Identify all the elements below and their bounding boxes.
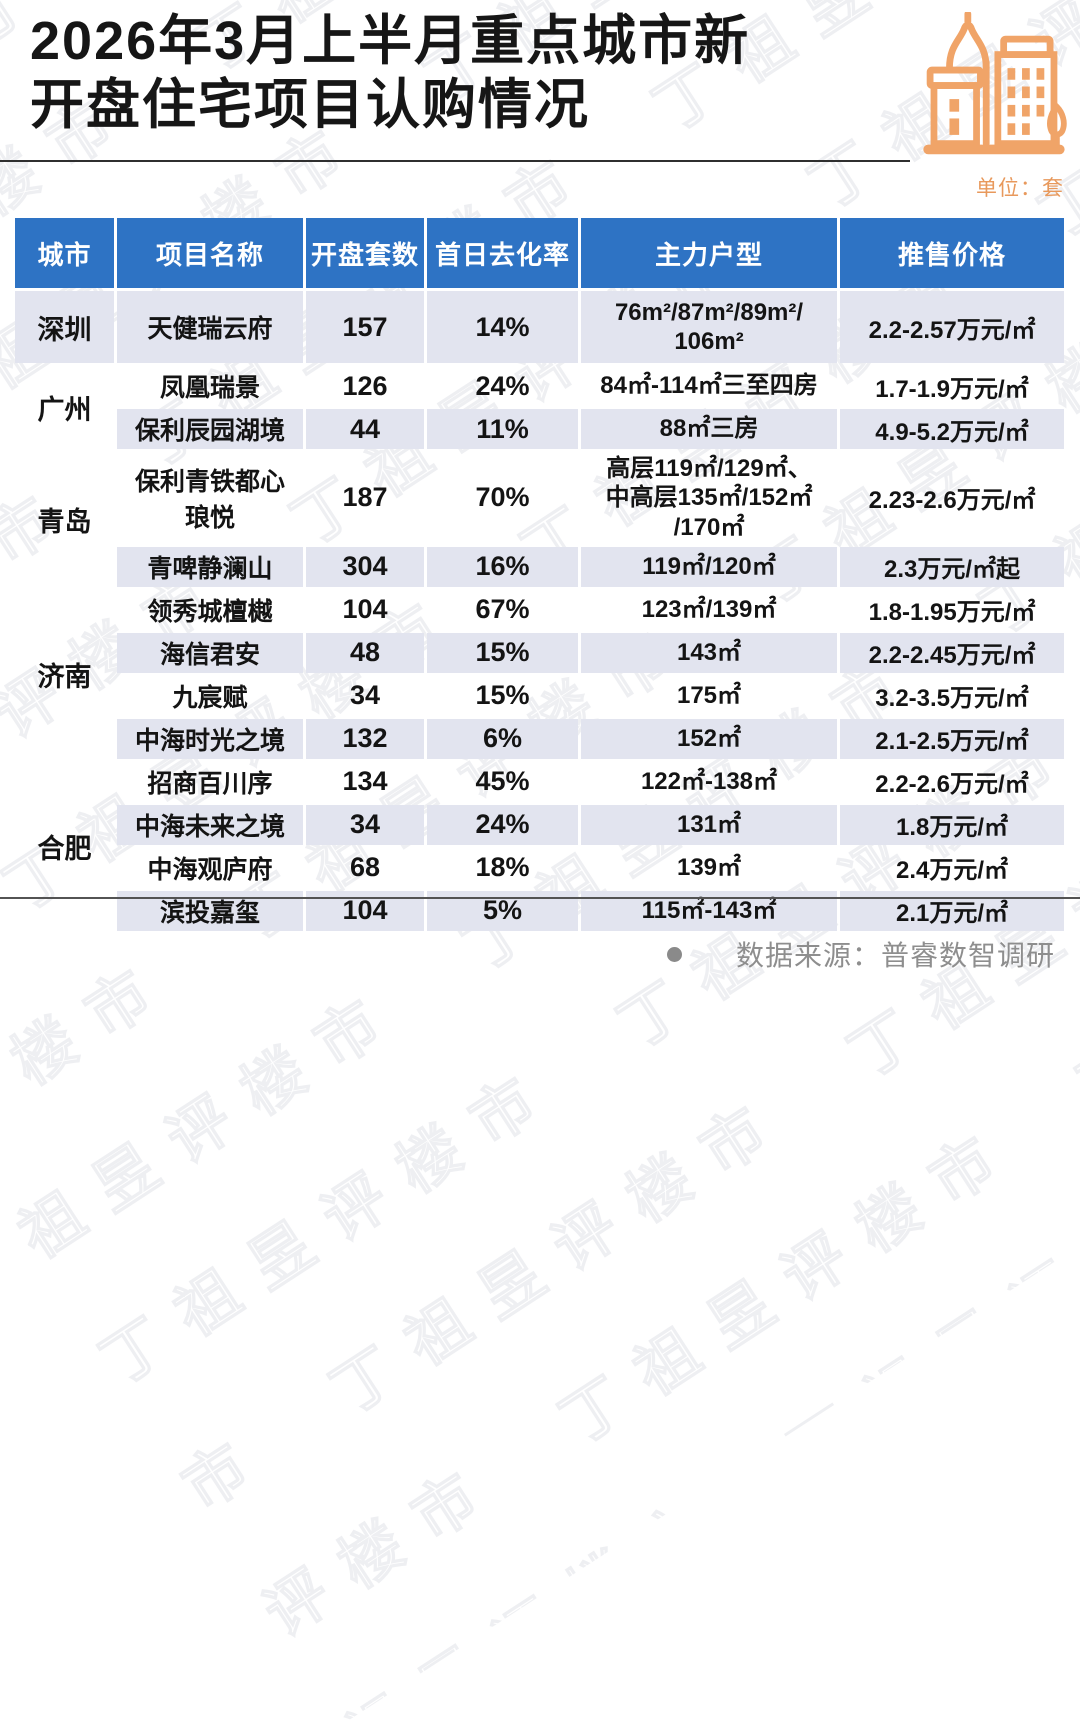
price-cell: 4.9-5.2万元/㎡ <box>840 409 1064 449</box>
units-cell: 126 <box>342 370 388 401</box>
type-cell: 88㎡三房 <box>581 409 837 449</box>
price-cell: 1.8-1.95万元/㎡ <box>868 599 1036 627</box>
units-cell: 34 <box>349 680 381 711</box>
rate-cell: 16% <box>427 546 578 587</box>
units-cell: 132 <box>306 718 424 759</box>
table-row: 中海未来之境 34 24% 131㎡ 1.8万元/㎡ <box>15 804 1064 845</box>
rate-cell: 14% <box>427 291 578 363</box>
price-cell: 2.1-2.5万元/㎡ <box>840 718 1064 759</box>
rate-cell: 67% <box>475 594 530 625</box>
table-header-row: 城市 项目名称 开盘套数 首日去化率 主力户型 推售价格 <box>15 218 1064 288</box>
column-header-0: 城市 <box>15 218 114 288</box>
buildings-icon <box>918 10 1068 162</box>
project-cell: 中海观庐府 <box>147 855 273 884</box>
table-row: 济南 领秀城檀樾 104 67% 123㎡/139㎡ 1.8-1.95万元/㎡ <box>15 590 1064 692</box>
price-cell: 2.23-2.6万元/㎡ <box>868 487 1036 515</box>
units-cell: 134 <box>342 766 388 797</box>
footer-divider <box>0 897 1080 899</box>
table-row: 九宸赋 34 15% 175㎡ 3.2-3.5万元/㎡ <box>15 676 1064 716</box>
type-cell: 76m²/87m²/89m²/106m² <box>581 291 837 363</box>
rate-cell: 70% <box>475 482 530 513</box>
project-cell: 青啤静澜山 <box>117 546 303 587</box>
rate-cell: 18% <box>475 852 530 883</box>
type-cell: 119㎡/120㎡ <box>581 546 837 587</box>
table-row: 广州 凤凰瑞景 126 24% 84㎡-114㎡三至四房 1.7-1.9万元/㎡ <box>15 366 1064 426</box>
page-title-line1: 2026年3月上半月重点城市新 <box>30 11 751 71</box>
table-row: 中海观庐府 68 18% 139㎡ 2.4万元/㎡ <box>15 848 1064 888</box>
rate-cell: 11% <box>427 409 578 449</box>
type-cell: 131㎡ <box>581 804 837 845</box>
data-source-label: 数据来源：普睿数智调研 <box>735 940 1055 971</box>
rate-cell: 15% <box>475 680 530 711</box>
column-header-5: 推售价格 <box>840 218 1064 288</box>
city-cell: 青岛 <box>37 506 92 537</box>
price-cell: 1.7-1.9万元/㎡ <box>875 375 1029 403</box>
units-cell: 104 <box>342 594 388 625</box>
table-row: 青啤静澜山 304 16% 119㎡/120㎡ 2.3万元/㎡起 <box>15 546 1064 587</box>
price-cell: 3.2-3.5万元/㎡ <box>875 685 1029 713</box>
project-cell: 领秀城檀樾 <box>147 597 273 626</box>
unit-label: 单位：套 <box>976 177 1064 200</box>
type-cell: 123㎡/139㎡ <box>641 596 777 624</box>
city-cell: 深圳 <box>15 291 114 363</box>
units-cell: 68 <box>349 852 381 883</box>
project-cell: 海信君安 <box>117 632 303 673</box>
column-header-2: 开盘套数 <box>306 218 424 288</box>
table-body: 深圳 天健瑞云府 157 14% 76m²/87m²/89m²/106m² 2.2-2.5… <box>15 291 1064 931</box>
type-cell: 高层119㎡/129㎡、 中高层135㎡/152㎡/170㎡ <box>605 455 813 541</box>
project-cell: 九宸赋 <box>172 683 248 712</box>
rate-cell: 6% <box>427 718 578 759</box>
type-cell: 84㎡-114㎡三至四房 <box>600 372 818 400</box>
table-row: 合肥 招商百川序 134 45% 122㎡-138㎡ 2.2-2.6万元/㎡ <box>15 762 1064 864</box>
source-row: 数据来源：普睿数智调研 <box>666 934 1055 974</box>
units-cell: 157 <box>306 291 424 363</box>
city-cell: 济南 <box>37 661 92 692</box>
column-header-1: 项目名称 <box>117 218 303 288</box>
units-cell: 304 <box>306 546 424 587</box>
bullet-dot-icon <box>666 946 682 962</box>
price-cell: 2.2-2.6万元/㎡ <box>875 771 1029 799</box>
project-cell: 天健瑞云府 <box>117 291 303 363</box>
project-cell: 保利青铁都心 琅悦 <box>134 467 285 532</box>
project-cell: 中海时光之境 <box>117 718 303 759</box>
price-cell: 2.2-2.45万元/㎡ <box>840 632 1064 673</box>
rate-cell: 24% <box>427 804 578 845</box>
type-cell: 152㎡ <box>581 718 837 759</box>
rate-cell: 45% <box>475 766 530 797</box>
project-cell: 招商百川序 <box>147 769 273 798</box>
table-row: 保利辰园湖境 44 11% 88㎡三房 4.9-5.2万元/㎡ <box>15 409 1064 449</box>
type-cell: 139㎡ <box>676 854 742 882</box>
page-title: 2026年3月上半月重点城市新 开盘住宅项目认购情况 <box>30 10 910 137</box>
city-cell: 广州 <box>37 395 92 425</box>
city-cell: 合肥 <box>37 833 92 864</box>
column-header-3: 首日去化率 <box>427 218 578 288</box>
price-cell: 2.4万元/㎡ <box>895 857 1009 885</box>
project-cell: 保利辰园湖境 <box>117 409 303 449</box>
units-cell: 44 <box>306 409 424 449</box>
type-cell: 175㎡ <box>676 682 742 710</box>
rate-cell: 24% <box>475 370 530 401</box>
data-table: 城市 项目名称 开盘套数 首日去化率 主力户型 推售价格 深圳 天健瑞云府 157 14% 76m… <box>12 215 1067 934</box>
column-header-4: 主力户型 <box>581 218 837 288</box>
price-cell: 2.3万元/㎡起 <box>840 546 1064 587</box>
units-cell: 34 <box>306 804 424 845</box>
type-cell: 122㎡-138㎡ <box>640 768 778 796</box>
table-row: 海信君安 48 15% 143㎡ 2.2-2.45万元/㎡ <box>15 632 1064 673</box>
price-cell: 1.8万元/㎡ <box>840 804 1064 845</box>
title-divider <box>0 160 910 162</box>
page-title-line2: 开盘住宅项目认购情况 <box>30 74 590 135</box>
project-cell: 凤凰瑞景 <box>159 374 260 402</box>
rate-cell: 15% <box>427 632 578 673</box>
type-cell: 143㎡ <box>581 632 837 673</box>
table-row: 青岛 保利青铁都心 琅悦 187 70% 高层119㎡/129㎡、 中高层135㎡/152㎡… <box>15 452 1064 544</box>
price-cell: 2.2-2.57万元/㎡ <box>840 291 1064 363</box>
table-row: 深圳 天健瑞云府 157 14% 76m²/87m²/89m²/106m² 2.2-2.5… <box>15 291 1064 363</box>
units-cell: 187 <box>342 482 388 513</box>
units-cell: 48 <box>306 632 424 673</box>
project-cell: 中海未来之境 <box>117 804 303 845</box>
table-row: 中海时光之境 132 6% 152㎡ 2.1-2.5万元/㎡ <box>15 718 1064 759</box>
